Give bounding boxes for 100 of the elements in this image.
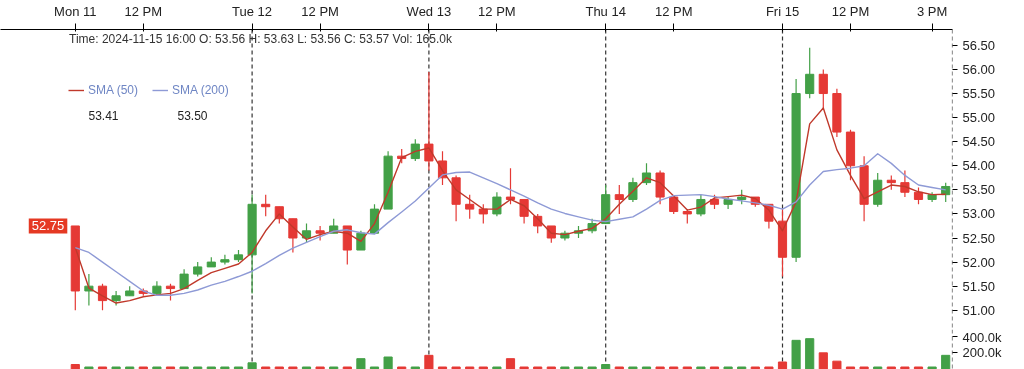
legend-label: SMA (50) — [88, 83, 139, 97]
bar — [873, 366, 883, 369]
bar — [125, 366, 135, 369]
bar — [424, 354, 434, 369]
y-tick-label: 53.00 — [962, 206, 996, 222]
bar — [696, 366, 706, 369]
candlestick — [505, 167, 516, 205]
text: 52.75 — [31, 218, 65, 234]
y-tick-label: 55.50 — [962, 86, 996, 102]
x-tick-label: 12 PM — [124, 3, 163, 19]
bar — [111, 366, 121, 369]
bar — [478, 366, 488, 369]
bar — [247, 362, 257, 369]
x-tick-label: 12 PM — [478, 3, 516, 19]
bar — [138, 366, 148, 369]
bar — [179, 366, 189, 369]
x-tick-label: 12 PM — [831, 3, 870, 19]
bar — [682, 366, 692, 369]
x-tick-label: 12 PM — [301, 3, 339, 19]
bar — [274, 366, 284, 369]
y-tick-label: 55.00 — [962, 110, 996, 126]
candlestick — [288, 218, 298, 254]
bar — [737, 366, 747, 369]
bar — [301, 366, 312, 369]
candlestick — [410, 138, 420, 162]
bar — [886, 366, 896, 369]
bar — [805, 338, 815, 369]
bar — [220, 366, 230, 369]
candlestick — [492, 191, 502, 217]
candlestick — [261, 194, 271, 217]
bar — [628, 366, 638, 369]
y-tick-label: 51.50 — [962, 278, 996, 294]
x-tick-label: Fri 15 — [765, 3, 800, 19]
candlestick — [696, 194, 706, 217]
bar — [641, 366, 652, 369]
bar — [845, 366, 856, 369]
bar — [97, 366, 108, 369]
y-tick-label: 200.0k — [962, 345, 1003, 361]
bar — [913, 366, 924, 369]
bar — [587, 366, 597, 369]
bar — [397, 366, 407, 369]
bar — [533, 366, 543, 369]
bar — [669, 366, 679, 369]
bar — [573, 366, 584, 369]
bar — [614, 366, 624, 369]
y-tick-label: 54.50 — [962, 134, 996, 150]
bar — [356, 358, 366, 369]
bar — [315, 366, 325, 369]
bar — [261, 366, 271, 369]
bar — [750, 366, 760, 369]
bar — [941, 354, 951, 369]
candlestick — [465, 194, 475, 220]
y-tick-label: 53.50 — [962, 182, 996, 198]
bar — [437, 366, 448, 369]
bar — [329, 366, 339, 369]
bar — [193, 366, 203, 369]
x-tick-label: Tue 12 — [232, 3, 273, 19]
annotation: Time: 2024-11-15 16:00 O: 53.56 H: 53.63 L: 53.56 C: 53.57 Vol: 165.0k — [69, 31, 453, 46]
bar — [165, 366, 176, 369]
candlestick — [805, 47, 815, 99]
bar — [206, 366, 216, 369]
legend-label: SMA (200) — [172, 83, 229, 97]
bar — [777, 361, 788, 369]
bar — [791, 339, 801, 369]
bar — [764, 366, 774, 369]
y-tick-label: 54.00 — [962, 158, 996, 174]
bar — [927, 366, 937, 369]
x-tick-label: 12 PM — [654, 3, 693, 19]
bar — [709, 366, 720, 369]
x-tick-label: Mon 11 — [54, 3, 97, 19]
bar — [70, 364, 80, 369]
candlestick — [818, 68, 828, 109]
bar — [723, 366, 733, 369]
candlestick — [614, 184, 624, 215]
x-tick-label: 3 PM — [916, 3, 948, 19]
bar — [560, 366, 570, 369]
bar — [410, 366, 420, 369]
candlestick — [628, 177, 638, 203]
y-tick-label: 51.00 — [962, 302, 996, 318]
bar — [655, 366, 665, 369]
bar — [832, 360, 842, 369]
bar — [492, 366, 502, 369]
bar — [519, 366, 529, 369]
annotation: 53.41 — [88, 109, 119, 123]
candlestick — [478, 203, 488, 225]
bar — [859, 366, 869, 369]
x-tick-label: Thu 14 — [585, 3, 626, 19]
candlestick — [301, 222, 312, 244]
bar — [233, 366, 244, 369]
bar — [546, 366, 556, 369]
bar — [818, 352, 828, 369]
y-tick-label: 56.50 — [962, 37, 996, 53]
bar — [369, 366, 380, 369]
x-tick-label: Wed 13 — [406, 3, 452, 19]
bar — [288, 366, 298, 369]
bar — [601, 364, 611, 369]
bar — [342, 366, 352, 369]
y-tick-label: 56.00 — [962, 61, 996, 77]
bar — [383, 356, 393, 369]
candlestick — [519, 198, 529, 225]
